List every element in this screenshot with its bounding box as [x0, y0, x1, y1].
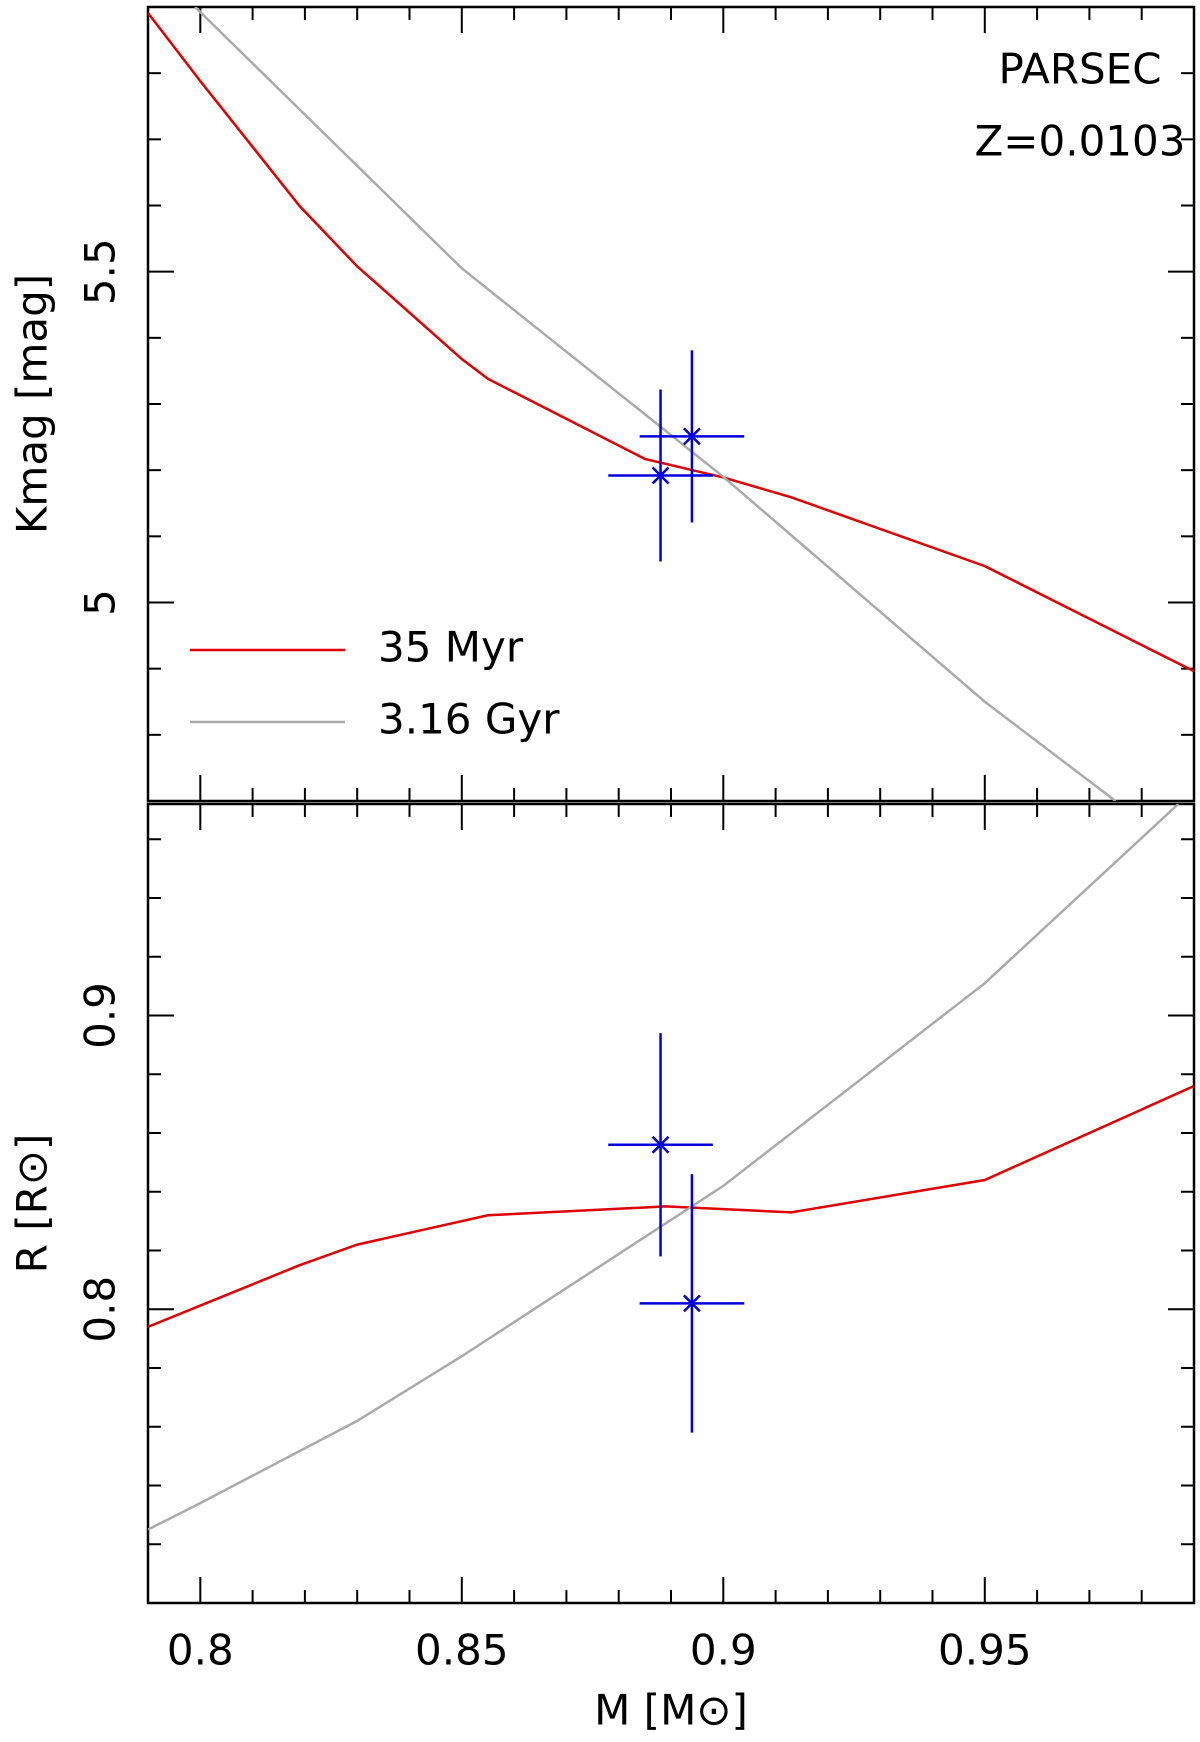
- data-point: [683, 1294, 701, 1313]
- y-tick-label: 5: [76, 589, 125, 616]
- series-line: [148, 804, 1180, 1531]
- annotation: PARSEC: [998, 45, 1161, 94]
- x-tick-label: 0.9: [690, 1626, 757, 1675]
- series-line: [148, 12, 1194, 673]
- legend-label: 3.16 Gyr: [378, 695, 560, 744]
- x-tick-label: 0.95: [938, 1626, 1032, 1675]
- legend-label: 35 Myr: [378, 623, 524, 672]
- series-line: [194, 7, 1117, 801]
- x-tick-label: 0.8: [167, 1626, 234, 1675]
- x-axis-label: M [M⊙]: [594, 1686, 748, 1735]
- y-axis-label: Kmag [mag]: [8, 274, 57, 534]
- data-point: [651, 1135, 670, 1154]
- y-tick-label: 0.9: [76, 982, 125, 1049]
- y-tick-label: 0.8: [76, 1276, 125, 1343]
- data-point: [683, 427, 701, 446]
- series-line: [148, 1084, 1194, 1329]
- y-tick-label: 5.5: [76, 238, 125, 305]
- plot-frame: [146, 802, 1196, 1605]
- data-point: [651, 466, 670, 485]
- x-tick-label: 0.85: [415, 1626, 509, 1675]
- annotation: Z=0.0103: [975, 117, 1186, 166]
- y-axis-label: R [R⊙]: [8, 1134, 57, 1274]
